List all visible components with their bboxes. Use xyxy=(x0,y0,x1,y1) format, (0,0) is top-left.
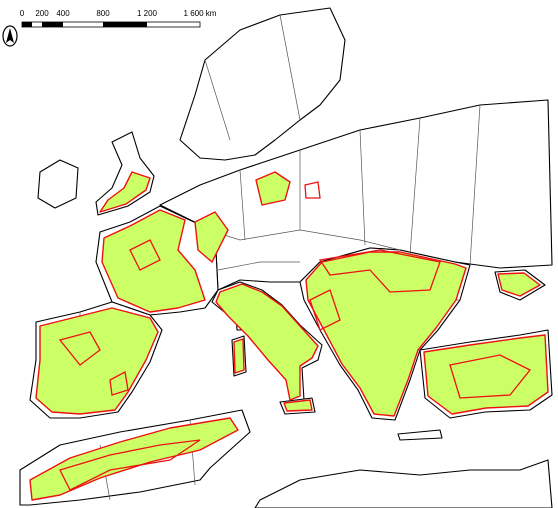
land xyxy=(19,7,553,508)
scale-bar-segment xyxy=(103,22,147,27)
scale-label: 200 xyxy=(35,9,49,18)
scale-label: 800 xyxy=(96,9,110,18)
north-arrow xyxy=(2,25,18,47)
core-areas xyxy=(58,181,532,491)
scale-label: 1 600 km xyxy=(184,9,217,18)
scale-bar: 0 200 400 800 1 200 1 600 km xyxy=(20,9,217,28)
scale-bar-segment xyxy=(22,22,32,27)
scale-label: 1 200 xyxy=(137,9,158,18)
scale-bar-segment xyxy=(42,22,63,27)
scale-label: 0 xyxy=(20,9,25,18)
scale-label: 400 xyxy=(56,9,70,18)
